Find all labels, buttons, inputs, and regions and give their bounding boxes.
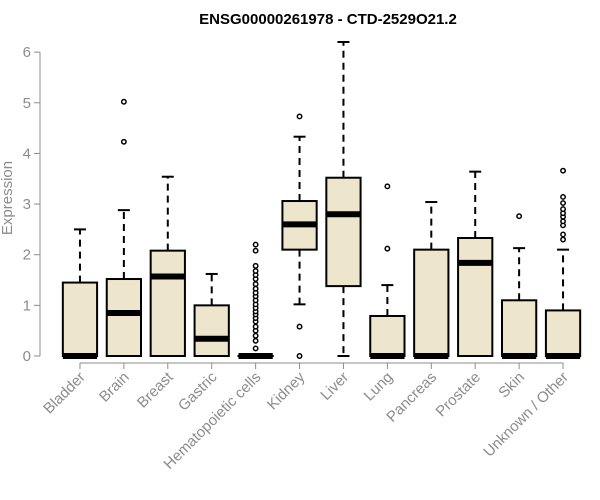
outlier-point	[560, 194, 566, 200]
outlier-point	[252, 345, 259, 352]
box-body	[105, 278, 143, 357]
outlier-point	[296, 323, 303, 330]
box-prostate	[457, 170, 494, 358]
outlier-point	[252, 267, 259, 274]
outlier-point	[120, 138, 127, 145]
y-tick-label: 3	[23, 196, 31, 213]
x-tick-label: Liver	[317, 369, 352, 404]
box-body	[457, 236, 494, 358]
box-bladder	[61, 228, 99, 359]
outlier-point	[296, 353, 303, 359]
box-hematopoietic-cells	[237, 241, 274, 359]
outlier-point	[120, 98, 127, 105]
outlier-point	[384, 183, 391, 190]
box-lung	[369, 183, 406, 359]
outlier-point	[252, 337, 259, 344]
outlier-point	[560, 167, 566, 174]
outlier-point	[252, 247, 259, 254]
outlier-point	[560, 218, 566, 225]
x-tick-label: Bladder	[40, 369, 89, 418]
outlier-point	[252, 262, 259, 269]
box-kidney	[281, 113, 318, 359]
outlier-point	[252, 241, 259, 248]
outlier-point	[296, 113, 303, 120]
box-skin	[500, 213, 538, 359]
y-tick-label: 0	[23, 348, 31, 365]
x-tick-label: Kidney	[264, 368, 309, 413]
box-body	[500, 299, 538, 357]
outlier-point	[252, 323, 259, 330]
outlier-point	[560, 236, 566, 243]
box-body	[149, 249, 186, 357]
x-tick-label: Breast	[134, 368, 177, 411]
x-tick-label: Brain	[96, 369, 133, 406]
box-pancreas	[413, 201, 450, 359]
box-breast	[149, 175, 186, 357]
y-axis-label: Expression	[0, 161, 16, 235]
y-axis: 0 1 2 3 4 5 6	[23, 44, 41, 365]
box-body	[325, 176, 362, 288]
box-unknown-other	[544, 167, 582, 359]
box-body	[61, 281, 99, 357]
outlier-point	[252, 285, 259, 292]
outlier-point	[384, 245, 391, 252]
box-body	[369, 314, 406, 358]
box-gastric	[193, 272, 230, 357]
box-liver	[325, 41, 362, 357]
x-tick-label: Prostate	[433, 369, 485, 421]
outlier-point	[252, 332, 259, 339]
outlier-point	[560, 200, 566, 207]
outlier-point	[252, 281, 259, 288]
chart-title: ENSG00000261978 - CTD-2529O21.2	[199, 11, 457, 28]
box-body	[193, 304, 230, 357]
y-tick-label: 2	[23, 247, 31, 264]
box-brain	[105, 98, 143, 357]
y-tick-label: 5	[23, 95, 31, 112]
box-body	[544, 309, 582, 357]
box-series	[61, 41, 582, 359]
outlier-point	[560, 206, 566, 213]
outlier-point	[516, 213, 523, 220]
x-tick-label: Skin	[495, 369, 528, 402]
outlier-point	[560, 231, 566, 238]
x-tick-label: Lung	[361, 369, 397, 405]
y-tick-label: 4	[23, 145, 31, 162]
y-tick-label: 6	[23, 44, 31, 61]
y-tick-label: 1	[23, 297, 31, 314]
box-body	[413, 248, 450, 357]
